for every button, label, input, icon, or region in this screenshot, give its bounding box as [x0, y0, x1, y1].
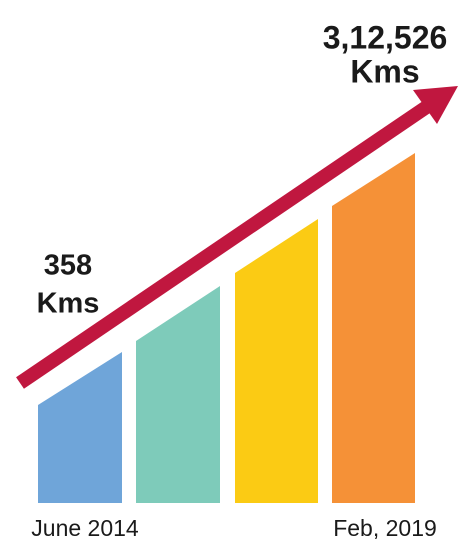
start-value: 358 — [44, 250, 92, 282]
growth-arrow-shaft — [16, 100, 432, 389]
start-unit: Kms — [37, 288, 100, 320]
bar-yellow — [235, 219, 318, 503]
end-value: 3,12,526 — [323, 19, 448, 55]
end-date: Feb, 2019 — [333, 515, 437, 541]
growth-arrow-head — [413, 86, 458, 124]
bar-teal — [136, 286, 220, 503]
end-unit: Kms — [350, 53, 419, 89]
bar-blue — [38, 352, 122, 503]
bar-orange — [332, 153, 415, 503]
start-date: June 2014 — [31, 515, 139, 541]
